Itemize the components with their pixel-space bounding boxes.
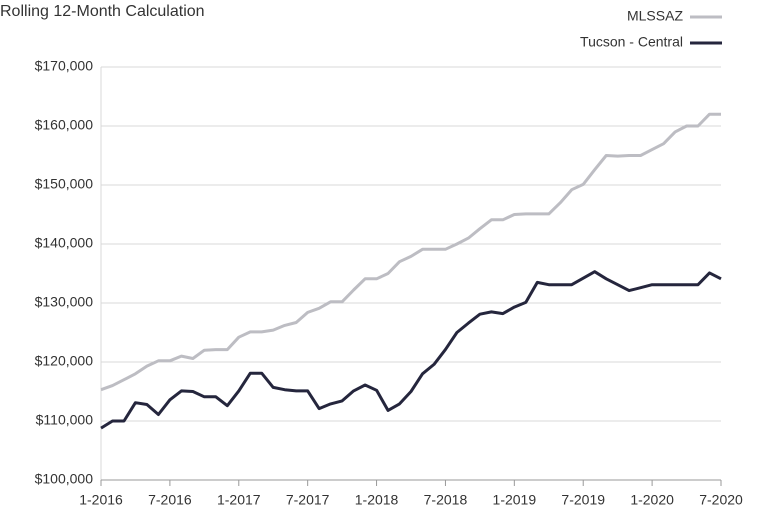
chart-title: Rolling 12-Month Calculation [0,3,205,20]
series-line [100,270,722,430]
series-line [100,112,721,392]
y-tick-label: $170,000 [35,58,94,74]
x-tick-label: 1-2020 [630,492,674,508]
x-tick-label: 7-2020 [699,492,743,508]
x-tick-label: 1-2018 [355,492,399,508]
x-tick-label: 1-2016 [79,492,123,508]
y-tick-label: $110,000 [36,412,94,428]
y-tick-label: $160,000 [35,117,94,133]
x-tick-label: 7-2019 [561,492,605,508]
legend-label: MLSSAZ [627,8,683,24]
y-tick-label: $130,000 [35,294,94,310]
x-tick-label: 7-2018 [424,492,468,508]
x-tick-label: 1-2017 [217,492,261,508]
x-tick-label: 1-2019 [493,492,537,508]
y-tick-label: $150,000 [35,176,94,192]
y-tick-label: $140,000 [35,235,94,251]
x-tick-label: 7-2016 [148,492,192,508]
y-tick-label: $120,000 [35,353,94,369]
x-tick-label: 7-2017 [286,492,330,508]
legend-label: Tucson - Central [580,34,683,50]
y-tick-label: $100,000 [35,471,94,487]
